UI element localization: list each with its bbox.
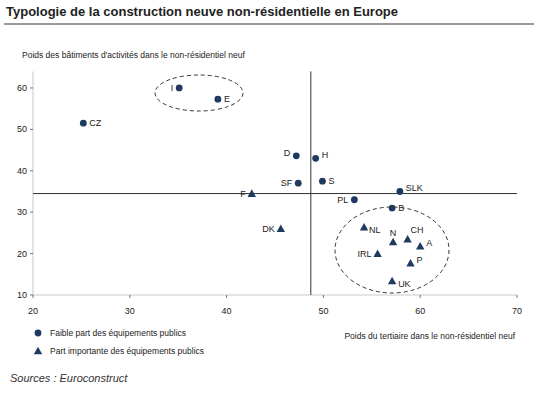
point xyxy=(80,120,87,127)
point-label: PL xyxy=(337,195,348,205)
point xyxy=(416,242,424,250)
x-tick xyxy=(33,295,34,298)
y-tick xyxy=(30,87,33,88)
y-tick xyxy=(30,170,33,171)
point xyxy=(248,189,256,197)
y-tick-label: 10 xyxy=(17,290,27,300)
point-labels: I E CZ D H SF SPL SLKB F DK NL N CHA IRL P UK xyxy=(89,83,432,289)
x-tick xyxy=(517,295,518,298)
x-axis-line xyxy=(33,295,517,296)
point-label: B xyxy=(398,203,404,213)
point xyxy=(406,259,414,267)
point xyxy=(389,238,397,246)
point xyxy=(396,188,403,195)
point-label: D xyxy=(284,148,291,158)
y-tick xyxy=(30,295,33,296)
x-tick-label: 20 xyxy=(28,306,38,316)
chart: Typologie de la construction neuve non-r… xyxy=(0,0,538,394)
point xyxy=(351,196,358,203)
point xyxy=(277,225,285,233)
x-tick xyxy=(226,295,227,298)
point-label: SF xyxy=(281,178,293,188)
point-label: F xyxy=(240,189,246,199)
point-label: S xyxy=(328,176,334,186)
group-ellipse xyxy=(335,207,449,293)
point-label: UK xyxy=(398,279,411,289)
reference-line-x xyxy=(310,71,311,295)
y-axis-label: Poids des bâtiments d'activités dans le … xyxy=(22,50,245,60)
x-tick xyxy=(323,295,324,298)
x-tick-label: 30 xyxy=(125,306,135,316)
point-label: CH xyxy=(411,225,424,235)
point xyxy=(176,85,183,92)
y-tick-label: 20 xyxy=(17,249,27,259)
point-label: IRL xyxy=(358,249,372,259)
point xyxy=(312,155,319,162)
point xyxy=(403,235,411,243)
source: Sources : Euroconstruct xyxy=(10,372,128,384)
y-tick xyxy=(30,129,33,130)
x-axis-label: Poids du tertiaire dans le non-résidenti… xyxy=(344,331,515,341)
legend-label: Faible part des équipements publics xyxy=(50,328,186,338)
x-tick-label: 60 xyxy=(415,306,425,316)
plot-area xyxy=(33,71,517,295)
point-label: P xyxy=(417,255,423,265)
point-label: CZ xyxy=(89,118,101,128)
y-tick-label: 50 xyxy=(17,124,27,134)
y-tick-label: 30 xyxy=(17,207,27,217)
x-tick-label: 40 xyxy=(222,306,232,316)
legend-marker xyxy=(35,330,42,337)
point xyxy=(360,223,368,231)
group-ellipse xyxy=(155,75,243,111)
point xyxy=(319,178,326,185)
point xyxy=(293,152,300,159)
point xyxy=(388,277,396,285)
point-label: H xyxy=(322,150,329,160)
x-tick xyxy=(420,295,421,298)
x-tick-label: 50 xyxy=(318,306,328,316)
point xyxy=(295,180,302,187)
title-rule xyxy=(4,23,534,25)
point-label: E xyxy=(224,94,230,104)
x-tick-label: 70 xyxy=(512,306,522,316)
title: Typologie de la construction neuve non-r… xyxy=(6,4,398,19)
x-tick xyxy=(129,295,130,298)
point xyxy=(373,249,381,257)
y-axis-line xyxy=(33,71,34,295)
point xyxy=(389,205,396,212)
legend-label: Part importante des équipements publics xyxy=(50,346,204,356)
point xyxy=(214,96,221,103)
point-label: I xyxy=(171,83,174,93)
point-label: DK xyxy=(262,224,275,234)
y-tick-label: 60 xyxy=(17,83,27,93)
y-tick xyxy=(30,212,33,213)
point-label: N xyxy=(390,228,397,238)
point-label: SLK xyxy=(406,183,423,193)
y-tick xyxy=(30,253,33,254)
legend-marker xyxy=(34,347,42,355)
point-label: A xyxy=(426,238,432,248)
reference-line-y xyxy=(33,193,517,194)
point-label: NL xyxy=(369,225,381,235)
y-tick-label: 40 xyxy=(17,166,27,176)
